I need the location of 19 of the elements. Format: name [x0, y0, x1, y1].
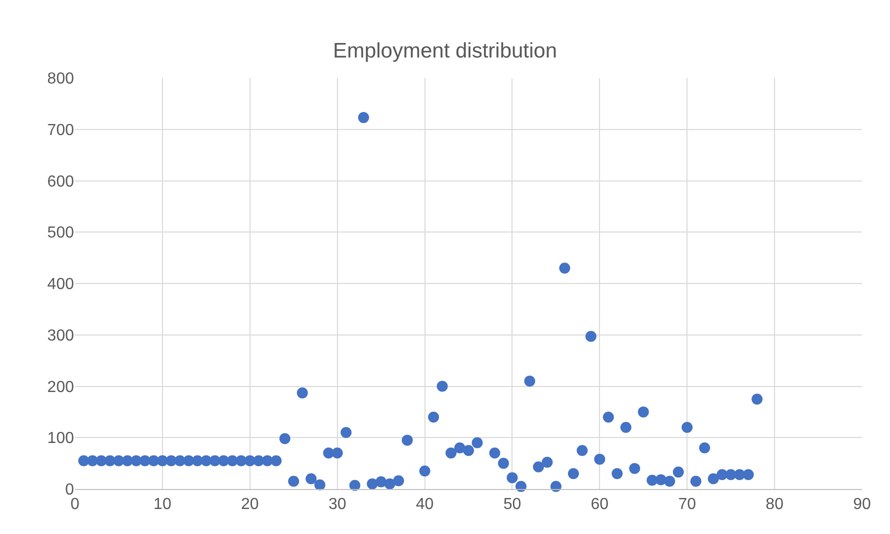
y-tick-label: 500 — [47, 224, 74, 242]
chart-title: Employment distribution — [332, 39, 558, 62]
x-tick-label: 90 — [853, 496, 871, 514]
x-tick-label: 20 — [240, 496, 259, 514]
x-tick-label: 50 — [503, 496, 522, 514]
x-tick-label: 60 — [590, 496, 609, 514]
x-tick-label: 10 — [154, 496, 172, 514]
y-tick-label: 800 — [47, 70, 74, 88]
y-tick-label: 600 — [47, 173, 74, 190]
y-tick-label: 100 — [47, 430, 74, 448]
y-tick-label: 700 — [47, 122, 74, 139]
x-tick-label: 80 — [766, 496, 784, 514]
y-tick-label: 300 — [47, 327, 74, 344]
y-tick-label: 200 — [47, 378, 74, 396]
y-tick-label: 400 — [47, 276, 74, 294]
y-tick-label: 0 — [65, 482, 74, 499]
x-tick-label: 70 — [678, 496, 696, 514]
x-tick-label: 40 — [416, 496, 434, 514]
x-tick-label: 30 — [328, 496, 346, 514]
